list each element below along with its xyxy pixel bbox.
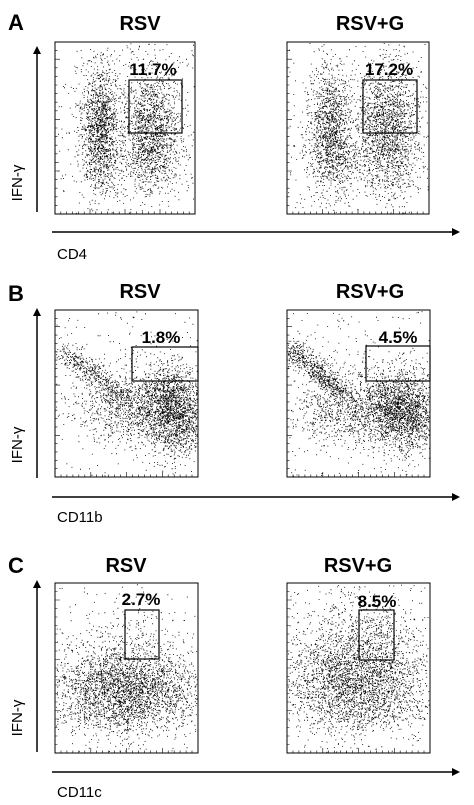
- panel-b-left-events: [56, 311, 198, 477]
- panel-a-left-gate-label: 11.7%: [129, 60, 176, 79]
- panel-b-x-axis-label: CD11b: [57, 509, 103, 526]
- panel-c-left-gate-label: 2.7%: [122, 590, 161, 609]
- panel-c-right-ticks: [286, 582, 431, 754]
- panel-b-right-gate-label: 4.5%: [379, 328, 418, 347]
- panel-a-right-ticks: [286, 41, 430, 215]
- panel-c-right-events: [288, 584, 430, 753]
- panel-a-x-axis-label: CD4: [57, 246, 87, 263]
- panel-b-right-gate: [365, 345, 431, 382]
- panel-c-left-plot: [54, 582, 199, 754]
- panel-a-left-title: RSV: [119, 13, 161, 35]
- panel-a-left-ticks: [54, 41, 196, 215]
- panel-a-right-gate: [362, 79, 418, 134]
- panel-b-left-title: RSV: [119, 281, 161, 303]
- panel-a-right-plot: [286, 41, 430, 215]
- panel-a-left-events: [57, 43, 195, 214]
- panel-c-right-title: RSV+G: [324, 555, 392, 577]
- panel-a-right-events: [288, 43, 429, 214]
- panel-a-y-axis-label: IFN-γ: [9, 164, 26, 201]
- panel-b-left-ticks: [54, 309, 199, 478]
- panel-c-y-axis-label: IFN-γ: [9, 699, 26, 736]
- panel-c-right-gate-label: 8.5%: [358, 592, 397, 611]
- panel-b-right-ticks: [286, 309, 431, 478]
- panel-b-left-gate-label: 1.8%: [142, 328, 181, 347]
- panel-a-letter: A: [8, 10, 24, 35]
- panel-b-letter: B: [8, 281, 24, 306]
- panel-c-x-axis-label: CD11c: [57, 784, 102, 801]
- panel-c-letter: C: [8, 553, 24, 578]
- panel-c-right-plot: [286, 582, 431, 754]
- panel-b-left-gate: [131, 346, 199, 382]
- panel-b-y-axis-label: IFN-γ: [9, 426, 26, 463]
- panel-c-left-title: RSV: [105, 555, 147, 577]
- panel-a-left-gate: [128, 79, 183, 134]
- panel-a-right-title: RSV+G: [336, 13, 404, 35]
- panel-c-right-gate: [358, 609, 395, 661]
- panel-a: A RSV RSV+G 11.7% 17.2% IFN-γ CD4: [8, 10, 460, 263]
- panel-b: B RSV RSV+G 1.8% 4.5% IFN-γ CD11b: [8, 281, 460, 526]
- panel-c: C RSV RSV+G 2.7% 8.5% IFN-γ CD11c: [8, 553, 460, 801]
- panel-a-right-gate-label: 17.2%: [365, 60, 413, 79]
- panel-b-left-plot: [54, 309, 199, 478]
- panel-b-right-title: RSV+G: [336, 281, 404, 303]
- panel-b-right-plot: [286, 309, 431, 478]
- panel-a-left-plot: [54, 41, 196, 215]
- panel-c-left-gate: [124, 609, 160, 660]
- panel-c-left-events: [56, 584, 198, 752]
